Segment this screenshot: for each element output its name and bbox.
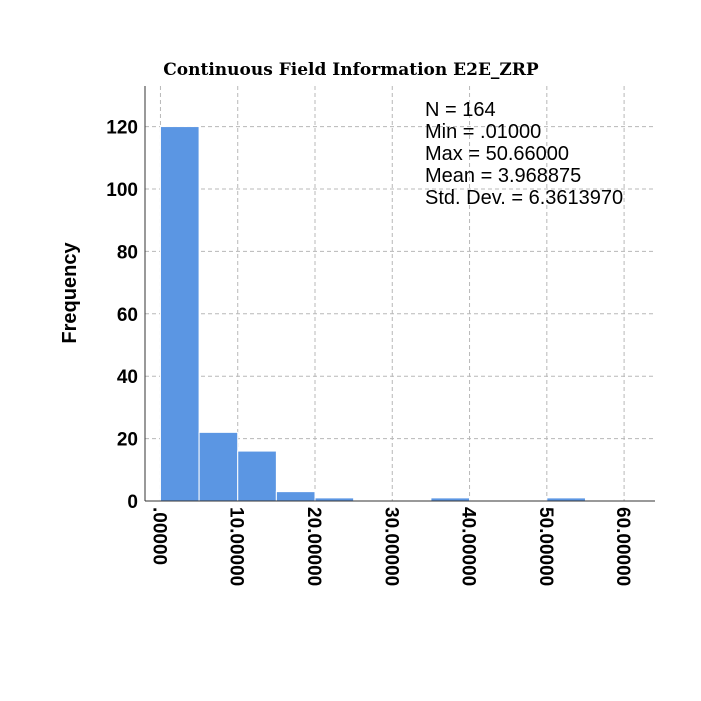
histogram-bars [159, 126, 586, 502]
x-tick-label-3: 30.00000 [380, 507, 401, 586]
y-tick-label-1: 20 [117, 430, 138, 451]
histogram-bar-0 [159, 126, 200, 502]
x-tick-label-0: .00000 [148, 507, 169, 565]
x-tick-labels: .00000 10.00000 20.00000 30.00000 40.00000 50… [148, 507, 633, 586]
x-tick-label-2: 20.00000 [303, 507, 324, 586]
stats-line-0: N = 164 [425, 99, 496, 121]
y-tick-label-4: 80 [117, 242, 138, 263]
stats-line-4: Std. Dev. = 6.3613970 [425, 187, 623, 209]
y-tick-label-6: 120 [106, 118, 138, 139]
histogram-bar-3 [275, 491, 316, 502]
x-tick-label-5: 50.00000 [535, 507, 556, 586]
y-axis-label: Frequency [59, 242, 81, 344]
x-tick-label-6: 60.00000 [612, 507, 633, 586]
histogram-bar-1 [198, 431, 239, 502]
y-tick-label-2: 40 [117, 367, 138, 388]
stats-line-2: Max = 50.66000 [425, 143, 569, 165]
stats-line-1: Min = .01000 [425, 121, 541, 143]
histogram-bar-2 [237, 450, 277, 502]
y-tick-label-3: 60 [117, 305, 138, 326]
x-tick-label-4: 40.00000 [458, 507, 479, 586]
y-tick-label-0: 0 [127, 492, 138, 513]
chart-title: Continuous Field Information E2E_ZRP [163, 60, 539, 80]
y-tick-label-5: 100 [106, 180, 138, 201]
axes [144, 86, 655, 502]
y-tick-labels: 0 20 40 60 80 100 120 [106, 118, 138, 513]
x-tick-label-1: 10.00000 [226, 507, 247, 586]
stats-line-3: Mean = 3.968875 [425, 165, 581, 187]
